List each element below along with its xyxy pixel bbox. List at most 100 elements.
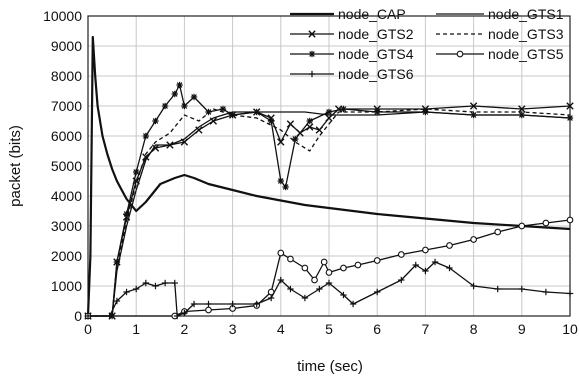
legend-label: node_CAP (338, 6, 406, 22)
y-tick-label: 6000 (51, 128, 82, 144)
data-point (422, 246, 429, 254)
series-line (88, 105, 571, 317)
y-axis-title: packet (bits) (7, 125, 24, 207)
series-node-cap (86, 35, 571, 317)
x-tick-label: 8 (470, 321, 478, 337)
data-point (142, 279, 150, 287)
legend-marker (456, 50, 464, 58)
y-tick-label: 10000 (43, 8, 82, 24)
data-point (566, 216, 574, 224)
data-point (340, 105, 347, 113)
data-point (205, 108, 212, 116)
data-point (176, 81, 183, 89)
data-point (311, 276, 318, 284)
data-point (205, 300, 212, 308)
data-point (286, 120, 295, 128)
data-point (446, 242, 453, 249)
axes (87, 15, 571, 317)
data-point (354, 261, 362, 269)
x-tick-label: 5 (325, 321, 333, 337)
data-point (209, 117, 218, 125)
legend-item-node-gts6: node_GTS6 (290, 66, 414, 82)
data-point (542, 288, 550, 296)
x-tick-label: 4 (277, 321, 285, 337)
data-point (316, 285, 323, 293)
data-point (374, 108, 381, 116)
y-tick-label: 3000 (51, 218, 82, 234)
data-point (469, 102, 478, 110)
data-point (315, 126, 324, 134)
x-tick-label: 2 (181, 321, 189, 337)
data-point (113, 297, 121, 305)
data-point (349, 300, 357, 308)
data-point (267, 294, 275, 302)
plot-frame (87, 15, 571, 317)
series-line (88, 84, 571, 317)
data-point (470, 236, 477, 243)
legend-item-node-gts3: node_GTS3 (436, 26, 564, 42)
legend-item-node-gts1: node_GTS1 (436, 6, 564, 22)
data-point (106, 312, 113, 320)
y-tick-label: 1000 (51, 278, 82, 294)
data-point (152, 282, 159, 290)
data-point (422, 267, 429, 275)
data-point (133, 285, 140, 293)
data-point (566, 290, 574, 297)
data-point (219, 105, 227, 113)
legend-item-node-cap: node_CAP (290, 6, 406, 22)
data-point (494, 228, 502, 236)
data-point (133, 168, 140, 176)
data-point (306, 117, 313, 125)
data-point (566, 114, 574, 122)
x-tick-label: 3 (229, 321, 237, 337)
data-point (277, 138, 285, 146)
data-point (398, 276, 405, 284)
data-point (292, 135, 299, 143)
data-point (325, 114, 333, 122)
x-tick-label: 7 (422, 321, 430, 337)
y-tick-label: 2000 (51, 248, 82, 264)
data-point (325, 279, 333, 287)
data-point (340, 291, 347, 299)
data-point (181, 102, 188, 110)
data-point (542, 219, 550, 227)
data-point (301, 264, 309, 272)
data-point (190, 93, 198, 101)
data-point (287, 255, 294, 263)
data-point (142, 132, 150, 140)
data-point (306, 123, 314, 131)
data-point (277, 249, 285, 257)
x-tick-label: 6 (373, 321, 381, 337)
data-point (518, 285, 525, 293)
data-point (470, 111, 477, 119)
data-point (180, 138, 189, 146)
legend-label: node_GTS3 (488, 26, 564, 42)
legend: node_CAP node_GTS1 node_GTS2 node_GTS3 node_… (290, 6, 564, 82)
data-point (229, 111, 236, 119)
data-point (161, 102, 169, 110)
data-point (518, 105, 526, 113)
data-point (282, 183, 289, 191)
data-point (320, 258, 328, 266)
data-point (277, 276, 284, 284)
data-point (205, 306, 212, 314)
legend-marker (308, 70, 316, 78)
data-point (431, 258, 439, 266)
data-point (173, 312, 181, 320)
x-tick-label: 0 (84, 321, 92, 337)
legend-label: node_GTS2 (338, 26, 414, 42)
data-point (84, 312, 92, 320)
x-axis-title: time (sec) (297, 358, 363, 375)
series-line (88, 219, 571, 317)
x-tick-label: 10 (562, 321, 578, 337)
data-point (171, 279, 178, 287)
data-point (181, 309, 188, 317)
legend-label: node_GTS5 (488, 46, 564, 62)
series-line (88, 261, 571, 317)
data-point (161, 279, 169, 287)
data-point (518, 111, 525, 119)
data-point (301, 294, 309, 302)
data-point (123, 288, 130, 296)
data-point (470, 282, 477, 290)
